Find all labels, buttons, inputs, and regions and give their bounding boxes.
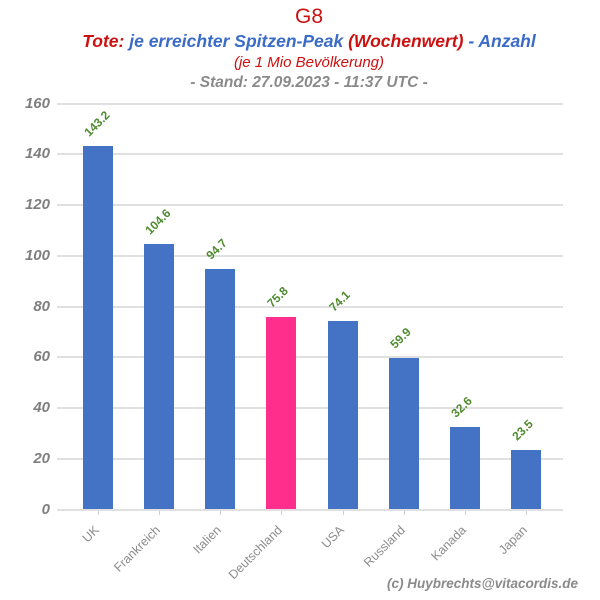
subtitle-segment-peak: je erreichter Spitzen-Peak: [124, 31, 349, 51]
x-axis-tick: [526, 511, 528, 515]
chart-header: G8 Tote: je erreichter Spitzen-Peak (Woc…: [0, 4, 600, 92]
bar: [327, 321, 358, 510]
bar-value-label: 74.1: [326, 288, 353, 315]
chart-note: (je 1 Mio Bevölkerung): [233, 54, 385, 71]
y-axis-label: 20: [33, 449, 50, 467]
bar: [82, 146, 113, 510]
y-axis-label: 100: [24, 246, 50, 264]
chart-timestamp: - Stand: 27.09.2023 - 11:37 UTC -: [190, 74, 428, 91]
y-axis-label: 80: [33, 297, 50, 315]
subtitle-segment-tote: Tote:: [82, 31, 125, 51]
gridline: [57, 407, 563, 409]
chart-title: G8: [294, 5, 323, 28]
x-axis-tick: [281, 511, 283, 515]
gridline: [57, 204, 563, 206]
y-axis-label: 140: [24, 145, 50, 163]
y-axis-label: 60: [33, 348, 50, 366]
bar-value-label: 59.9: [387, 324, 414, 351]
gridline: [57, 305, 563, 308]
gridline: [57, 457, 563, 460]
y-axis-label: 40: [33, 399, 50, 416]
bar-value-label: 94.7: [203, 236, 230, 263]
x-axis-tick: [220, 511, 222, 515]
y-axis-label: 0: [41, 500, 50, 518]
gridline: [57, 254, 563, 257]
x-axis-tick: [403, 511, 405, 515]
gridline: [57, 356, 563, 359]
credit-text: (c) Huybrechts@vitacordis.de: [387, 576, 578, 591]
bar: [511, 449, 542, 510]
x-axis-tick: [97, 511, 99, 515]
bar: [450, 426, 481, 510]
chart-subtitle: Tote: je erreichter Spitzen-Peak (Wochen…: [18, 31, 600, 52]
x-axis-tick: [465, 511, 467, 515]
y-axis-label: 120: [24, 196, 50, 213]
gridline: [57, 102, 563, 105]
subtitle-segment-anzahl: - Anzahl: [463, 31, 536, 51]
bar-value-label: 143.2: [81, 108, 113, 140]
bar-value-label: 32.6: [448, 393, 475, 421]
bar: [143, 244, 174, 510]
x-axis-tick: [342, 511, 344, 515]
bar-value-label: 23.5: [509, 416, 537, 444]
bar: [205, 269, 236, 510]
bar: [388, 357, 419, 510]
subtitle-segment-wochenwert: (Wochenwert): [348, 31, 464, 51]
gridline: [57, 508, 563, 511]
bar-highlighted: [266, 317, 297, 510]
gridline: [57, 153, 563, 156]
bar-value-label: 104.6: [142, 206, 174, 238]
x-axis-tick: [158, 511, 160, 515]
y-axis-label: 160: [24, 94, 50, 112]
